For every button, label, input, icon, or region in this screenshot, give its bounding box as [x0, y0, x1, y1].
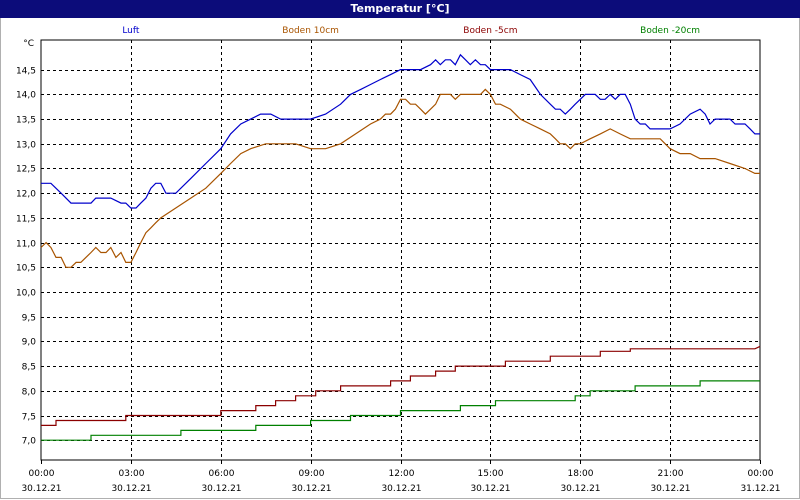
x-tick-date: 30.12.21 [111, 484, 151, 494]
x-tick-time: 15:00 [478, 469, 504, 479]
legend-entry: Luft [122, 26, 140, 36]
x-tick-time: 00:00 [748, 469, 774, 479]
x-tick-date: 30.12.21 [650, 484, 690, 494]
y-tick-label: 13,0 [16, 141, 36, 151]
series-line [41, 345, 761, 426]
x-tick-time: 12:00 [389, 469, 415, 479]
x-tick-date: 30.12.21 [21, 484, 61, 494]
plot-border [40, 39, 761, 461]
chart-title-bar: Temperatur [°C] [0, 0, 800, 18]
x-tick-time: 21:00 [658, 469, 684, 479]
y-tick-label: 7,5 [22, 413, 36, 423]
y-tick-label: 13,5 [16, 116, 36, 126]
y-tick-label: 11,0 [16, 240, 36, 250]
y-tick-label: 14,0 [16, 91, 36, 101]
x-tick-date: 31.12.21 [740, 484, 780, 494]
x-tick-time: 09:00 [299, 469, 325, 479]
x-tick-time: 06:00 [209, 469, 235, 479]
x-tick-time: 18:00 [568, 469, 594, 479]
y-tick-label: 9,5 [22, 314, 36, 324]
x-tick-date: 30.12.21 [291, 484, 331, 494]
y-tick-label: 10,5 [16, 264, 36, 274]
x-tick-time: 00:00 [29, 469, 55, 479]
y-tick-label: 11,5 [16, 215, 36, 225]
legend-entry: Boden -20cm [640, 26, 700, 36]
legend-entry: Boden 10cm [282, 26, 339, 36]
x-tick-time: 03:00 [119, 469, 145, 479]
temperature-chart: 7,0 7,5 8,0 8,5 9,0 9,5 10,0 10,5 11,0 11,5 12,0 12… [16, 26, 781, 494]
legend-entry: Boden -5cm [463, 26, 517, 36]
series-line [41, 53, 760, 209]
x-tick-date: 30.12.21 [560, 484, 600, 494]
y-tick-label: 12,0 [16, 190, 36, 200]
y-tick-label: 9,0 [22, 338, 37, 348]
chart-title: Temperatur [°C] [350, 2, 450, 15]
y-axis-unit: °C [23, 39, 34, 49]
y-tick-label: 10,0 [16, 289, 36, 299]
x-tick-date: 30.12.21 [470, 484, 510, 494]
y-tick-label: 12,5 [16, 165, 36, 175]
series-line [40, 88, 760, 268]
series-line [41, 380, 760, 441]
chart-frame: 7,0 7,5 8,0 8,5 9,0 9,5 10,0 10,5 11,0 11,5 12,0 12… [0, 18, 800, 499]
y-tick-label: 7,0 [22, 437, 37, 447]
y-tick-label: 8,5 [22, 363, 36, 373]
x-tick-date: 30.12.21 [381, 484, 421, 494]
y-tick-label: 14,5 [16, 67, 36, 77]
y-tick-label: 8,0 [22, 388, 37, 398]
x-tick-date: 30.12.21 [201, 484, 241, 494]
